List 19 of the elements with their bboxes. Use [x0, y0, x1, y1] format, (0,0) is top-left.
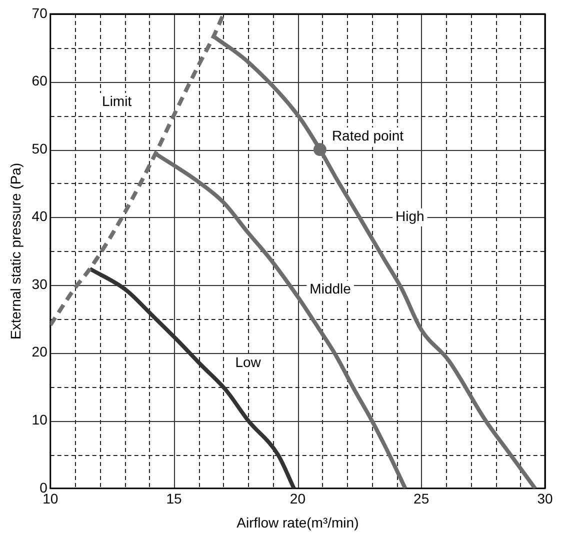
y-tick-label: 40 [32, 208, 48, 224]
x-tick-label: 20 [290, 490, 306, 507]
text: Limit [102, 92, 132, 109]
y-tick-label: 20 [32, 344, 48, 360]
y-tick-label: 30 [32, 276, 48, 292]
y-tick-label: 50 [32, 140, 48, 156]
x-axis-title: Airflow rate(m³/min) [236, 514, 359, 530]
series-label: Rated point [332, 127, 404, 144]
series-label: Low [235, 354, 262, 370]
series-label: Middle [310, 280, 352, 296]
y-tick-label: 10 [32, 411, 48, 428]
y-tick-label: 60 [32, 72, 48, 89]
y-tick-label: 0 [40, 479, 48, 496]
x-tick-label: 30 [537, 490, 553, 507]
y-axis-title: External static pressure (Pa) [7, 162, 24, 340]
series-label: High [396, 208, 424, 224]
y-tick-label: 70 [32, 4, 48, 21]
x-tick-label: 15 [166, 490, 182, 507]
x-tick-label: 25 [414, 490, 430, 507]
